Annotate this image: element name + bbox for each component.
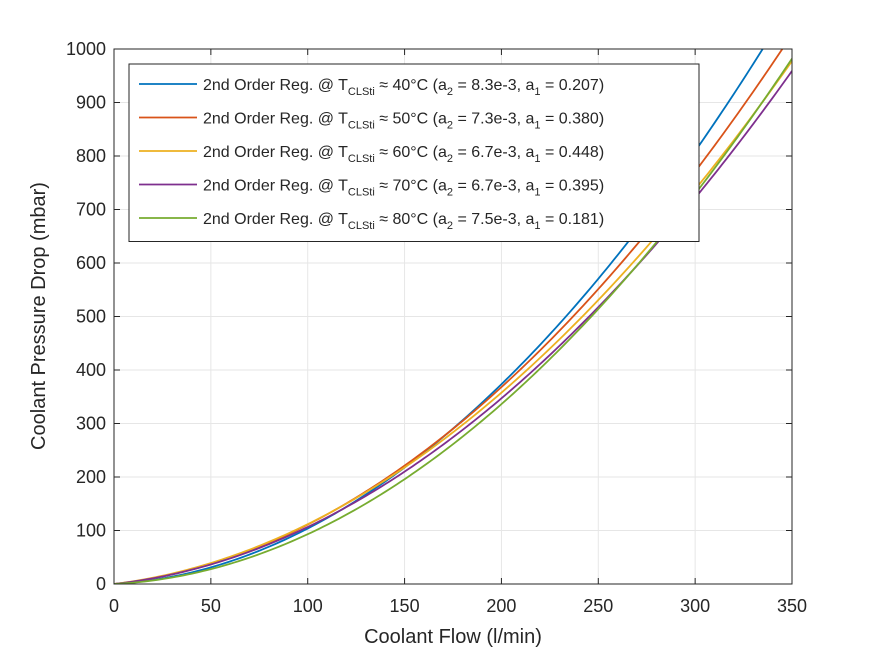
legend-text-part: = 0.448) [541, 144, 605, 161]
legend-subscript: 2 [447, 120, 453, 132]
legend-subscript: CLSti [348, 120, 375, 132]
legend-text-part: ≈ 50°C (a [375, 111, 447, 128]
y-tick-label: 400 [76, 360, 106, 380]
legend-box [128, 63, 700, 242]
x-tick-label: 150 [390, 596, 420, 616]
legend-subscript: CLSti [348, 86, 375, 98]
legend-entry-4: 2nd Order Reg. @ TCLSti ≈ 70°C (a2 = 6.7… [203, 178, 604, 199]
legend-subscript: CLSti [348, 220, 375, 232]
legend-subscript: 1 [534, 187, 540, 199]
legend-subscript: 1 [534, 153, 540, 165]
legend-subscript: CLSti [348, 153, 375, 165]
legend-text-part: 2nd Order Reg. @ T [203, 144, 348, 161]
y-tick-label: 1000 [66, 39, 106, 59]
x-tick-label: 250 [583, 596, 613, 616]
x-tick-label: 100 [293, 596, 323, 616]
y-tick-label: 100 [76, 521, 106, 541]
y-tick-label: 700 [76, 200, 106, 220]
legend-text-part: ≈ 80°C (a [375, 211, 447, 228]
y-tick-label: 200 [76, 467, 106, 487]
legend-text-part: 2nd Order Reg. @ T [203, 178, 348, 195]
legend-subscript: 2 [447, 220, 453, 232]
legend-text-part: = 0.207) [541, 77, 605, 94]
x-tick-label: 50 [201, 596, 221, 616]
legend-subscript: 2 [447, 86, 453, 98]
legend-text-part: ≈ 70°C (a [375, 178, 447, 195]
y-tick-label: 600 [76, 253, 106, 273]
legend-text-part: 2nd Order Reg. @ T [203, 77, 348, 94]
legend-text-part: ≈ 40°C (a [375, 77, 447, 94]
legend-subscript: 1 [534, 120, 540, 132]
legend-entry-1: 2nd Order Reg. @ TCLSti ≈ 40°C (a2 = 8.3… [203, 77, 604, 98]
x-axis: 0 50 100 150 200 250 300 350 [109, 49, 807, 616]
legend-subscript: 1 [534, 86, 540, 98]
legend-text-part: = 8.3e-3, a [453, 77, 534, 94]
legend-text-part: = 7.3e-3, a [453, 111, 534, 128]
legend-text-part: = 0.181) [541, 211, 605, 228]
legend-text-part: 2nd Order Reg. @ T [203, 111, 348, 128]
y-tick-label: 800 [76, 146, 106, 166]
y-tick-label: 500 [76, 307, 106, 327]
x-tick-label: 200 [486, 596, 516, 616]
legend-entry-5: 2nd Order Reg. @ TCLSti ≈ 80°C (a2 = 7.5… [203, 211, 604, 232]
y-axis: 0 100 200 300 400 500 600 700 800 900 1000 [66, 39, 792, 594]
x-tick-label: 0 [109, 596, 119, 616]
legend-text-part: = 6.7e-3, a [453, 144, 534, 161]
x-tick-label: 350 [777, 596, 807, 616]
legend-text-part: ≈ 60°C (a [375, 144, 447, 161]
legend-subscript: CLSti [348, 187, 375, 199]
y-tick-label: 300 [76, 414, 106, 434]
y-tick-label: 0 [96, 574, 106, 594]
legend-subscript: 1 [534, 220, 540, 232]
legend-subscript: 2 [447, 187, 453, 199]
legend-entry-2: 2nd Order Reg. @ TCLSti ≈ 50°C (a2 = 7.3… [203, 111, 604, 132]
y-tick-label: 900 [76, 93, 106, 113]
legend-text-part: = 0.395) [541, 178, 605, 195]
x-axis-label: Coolant Flow (l/min) [364, 626, 542, 648]
x-tick-label: 300 [680, 596, 710, 616]
legend-text-part: = 0.380) [541, 111, 605, 128]
legend-text-part: 2nd Order Reg. @ T [203, 211, 348, 228]
legend-text-part: = 6.7e-3, a [453, 178, 534, 195]
legend-subscript: 2 [447, 153, 453, 165]
y-axis-label: Coolant Pressure Drop (mbar) [28, 182, 50, 450]
legend-text-part: = 7.5e-3, a [453, 211, 534, 228]
legend-entry-3: 2nd Order Reg. @ TCLSti ≈ 60°C (a2 = 6.7… [203, 144, 604, 165]
legend: 2nd Order Reg. @ TCLSti ≈ 40°C (a2 = 8.3… [128, 63, 700, 242]
